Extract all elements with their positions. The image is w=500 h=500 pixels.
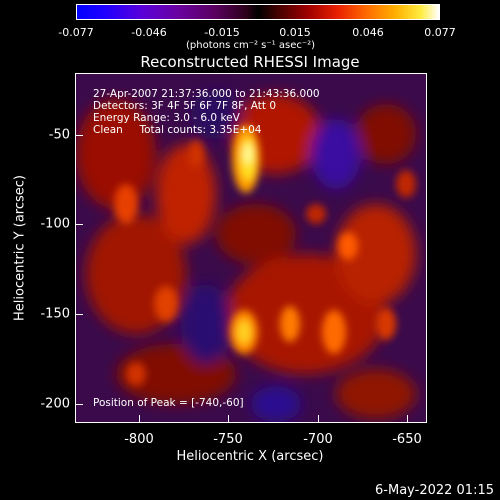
colorbar	[76, 4, 440, 20]
y-tick-mark	[75, 135, 83, 136]
colorbar-tick-label: 0.015	[279, 26, 311, 39]
y-tick-label: -200	[40, 396, 70, 412]
colorbar-tick-label: 0.077	[424, 26, 456, 39]
x-tick-label: -800	[124, 432, 154, 447]
colorbar-tick-label: -0.077	[58, 26, 94, 39]
x-axis-label: Heliocentric X (arcsec)	[176, 449, 324, 464]
colorbar-tick-label: -0.015	[204, 26, 240, 39]
info-time-range: 27-Apr-2007 21:37:36.000 to 21:43:36.000	[93, 88, 320, 100]
y-tick-mark	[75, 224, 83, 225]
x-tick-mark	[318, 415, 319, 423]
x-tick-mark	[139, 415, 140, 423]
info-total-counts: Clean Total counts: 3.35E+04	[93, 124, 262, 136]
plot-title: Reconstructed RHESSI Image	[140, 53, 360, 71]
colorbar-units: (photons cm⁻² s⁻¹ asec⁻²)	[186, 40, 316, 51]
y-tick-label: -150	[40, 306, 70, 322]
y-tick-mark	[75, 314, 83, 315]
image-plot-area	[75, 73, 427, 423]
y-tick-label: -100	[40, 216, 70, 232]
info-detectors: Detectors: 3F 4F 5F 6F 7F 8F, Att 0	[93, 100, 277, 112]
x-tick-mark	[228, 415, 229, 423]
colorbar-tick-label: 0.046	[352, 26, 384, 39]
timestamp: 6-May-2022 01:15	[375, 483, 494, 498]
y-tick-mark	[75, 404, 83, 405]
x-tick-mark	[407, 415, 408, 423]
y-axis-label: Heliocentric Y (arcsec)	[12, 175, 28, 321]
y-tick-label: -50	[48, 127, 70, 143]
colorbar-tick-label: -0.046	[131, 26, 167, 39]
x-tick-label: -700	[303, 432, 333, 447]
x-tick-label: -650	[392, 432, 422, 447]
rhessi-image-map	[76, 74, 426, 422]
x-tick-label: -750	[213, 432, 243, 447]
info-energy-range: Energy Range: 3.0 - 6.0 keV	[93, 112, 240, 124]
info-peak-position: Position of Peak = [-740,-60]	[93, 397, 244, 409]
